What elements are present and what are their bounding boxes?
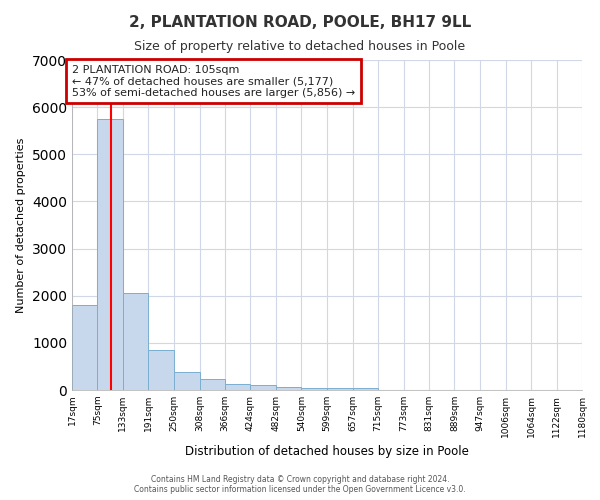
Text: 2, PLANTATION ROAD, POOLE, BH17 9LL: 2, PLANTATION ROAD, POOLE, BH17 9LL (129, 15, 471, 30)
Bar (174, 372, 200, 390)
Bar (200, 380, 225, 390)
Bar (301, 388, 327, 390)
Bar (225, 384, 250, 390)
Text: 2 PLANTATION ROAD: 105sqm
← 47% of detached houses are smaller (5,177)
53% of se: 2 PLANTATION ROAD: 105sqm ← 47% of detac… (72, 64, 355, 98)
Bar (276, 388, 301, 390)
Bar (123, 294, 148, 390)
Bar (148, 350, 174, 390)
Text: Contains HM Land Registry data © Crown copyright and database right 2024.
Contai: Contains HM Land Registry data © Crown c… (134, 475, 466, 494)
Bar (250, 386, 276, 390)
Bar (72, 305, 97, 390)
Bar (353, 388, 378, 390)
X-axis label: Distribution of detached houses by size in Poole: Distribution of detached houses by size … (185, 446, 469, 458)
Bar (97, 119, 123, 390)
Bar (327, 388, 353, 390)
Text: Size of property relative to detached houses in Poole: Size of property relative to detached ho… (134, 40, 466, 53)
Y-axis label: Number of detached properties: Number of detached properties (16, 138, 26, 312)
